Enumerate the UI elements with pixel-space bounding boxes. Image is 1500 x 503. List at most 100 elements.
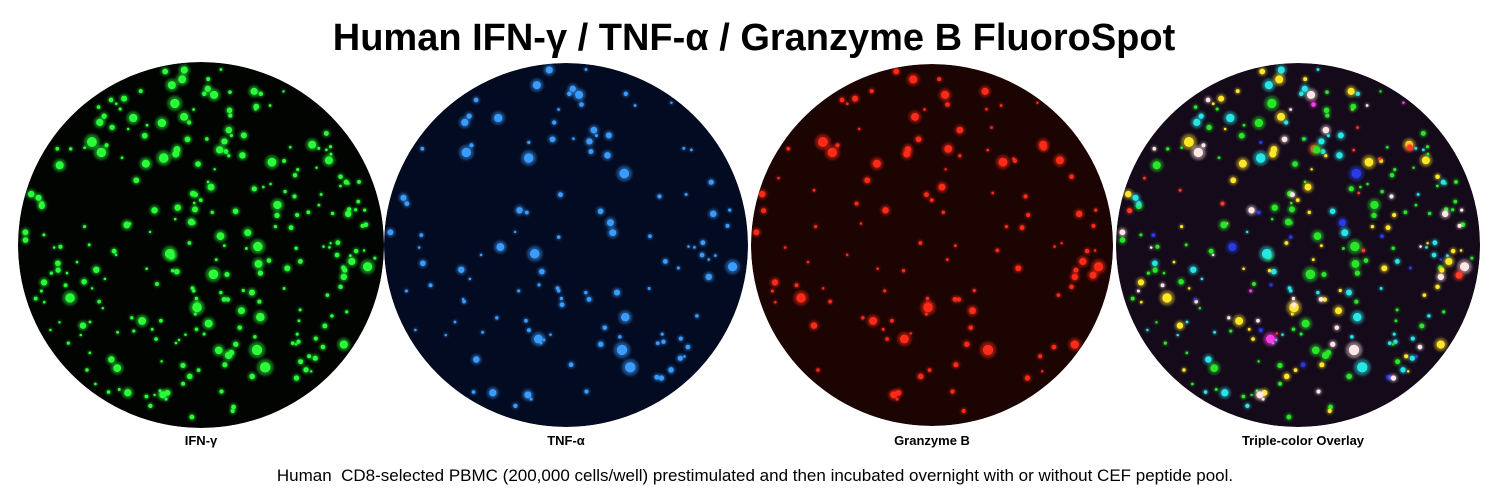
spot <box>1400 367 1406 373</box>
spot <box>1346 373 1352 380</box>
spot <box>1301 85 1308 92</box>
spot <box>938 183 946 191</box>
spot <box>890 391 898 399</box>
spot <box>1223 127 1227 131</box>
spot <box>1402 101 1405 104</box>
well-background <box>751 64 1113 426</box>
spot <box>1288 206 1295 213</box>
spot <box>1190 266 1197 273</box>
spot <box>1403 210 1408 215</box>
spot <box>282 90 285 93</box>
spot <box>1228 243 1237 251</box>
spot <box>283 189 287 194</box>
spot <box>864 177 871 184</box>
spot <box>1394 259 1400 264</box>
spot <box>293 375 300 381</box>
spot <box>81 278 87 285</box>
spot <box>164 248 175 259</box>
spot <box>322 245 325 248</box>
spot <box>221 138 228 145</box>
spot <box>297 319 301 323</box>
spot <box>167 81 176 90</box>
spot <box>1435 174 1440 179</box>
spot <box>249 373 255 380</box>
spot <box>605 132 612 139</box>
spot <box>923 192 929 198</box>
spot <box>1393 339 1398 344</box>
spot <box>42 233 46 237</box>
spot <box>1275 75 1284 84</box>
panel-label: Granzyme B <box>894 433 970 448</box>
spot <box>1187 287 1191 290</box>
spot <box>794 283 799 288</box>
spot <box>159 318 163 323</box>
spot <box>783 246 787 249</box>
spot <box>284 265 291 272</box>
spot <box>349 254 352 257</box>
spot <box>1431 252 1437 258</box>
spot <box>903 150 911 158</box>
spot <box>335 240 341 246</box>
spot <box>1220 221 1228 229</box>
spot <box>1023 194 1028 199</box>
spot <box>845 102 849 106</box>
spot <box>1348 344 1360 356</box>
spot <box>103 277 107 281</box>
spot <box>1176 322 1184 329</box>
spot <box>1004 224 1009 229</box>
spot <box>329 241 332 245</box>
spot <box>1245 403 1250 409</box>
spot <box>206 77 211 82</box>
spot <box>148 230 152 234</box>
spot <box>714 254 717 257</box>
spot <box>186 120 192 125</box>
spot <box>1091 223 1096 228</box>
spot <box>1385 225 1391 231</box>
spot <box>1412 166 1415 170</box>
spot <box>273 200 282 210</box>
spot <box>684 192 688 196</box>
spot <box>852 95 859 102</box>
spot <box>479 253 483 257</box>
spot <box>586 296 592 302</box>
spot <box>1293 368 1298 372</box>
spot <box>925 296 930 301</box>
spot <box>857 127 861 131</box>
spot <box>526 158 531 162</box>
spot <box>290 341 295 346</box>
spot <box>1215 107 1219 111</box>
spot <box>956 126 964 134</box>
spot <box>1355 91 1360 97</box>
well <box>1116 63 1480 427</box>
spot <box>1422 293 1427 297</box>
spot <box>338 284 343 290</box>
spot <box>124 389 132 397</box>
spot <box>1235 316 1244 325</box>
spot <box>1353 312 1362 322</box>
spot <box>682 146 686 150</box>
spot <box>1366 182 1369 186</box>
spot <box>1070 340 1079 349</box>
spot <box>313 336 318 341</box>
spot <box>75 260 79 264</box>
spot <box>998 157 1008 167</box>
spot <box>678 336 683 341</box>
spot <box>339 340 348 349</box>
spot <box>495 316 499 320</box>
spot <box>1326 134 1330 138</box>
spot <box>1218 95 1225 102</box>
spot <box>207 183 215 191</box>
spot <box>1130 296 1135 301</box>
spot <box>1442 310 1446 314</box>
spot <box>549 136 556 143</box>
spot <box>121 95 128 102</box>
spot <box>219 290 223 295</box>
spot <box>1206 124 1212 131</box>
spot <box>953 362 959 368</box>
spot <box>537 283 541 287</box>
spot <box>1321 272 1327 278</box>
spot <box>141 159 150 168</box>
spot <box>1426 152 1430 156</box>
spot <box>22 229 29 236</box>
spot <box>170 268 175 273</box>
